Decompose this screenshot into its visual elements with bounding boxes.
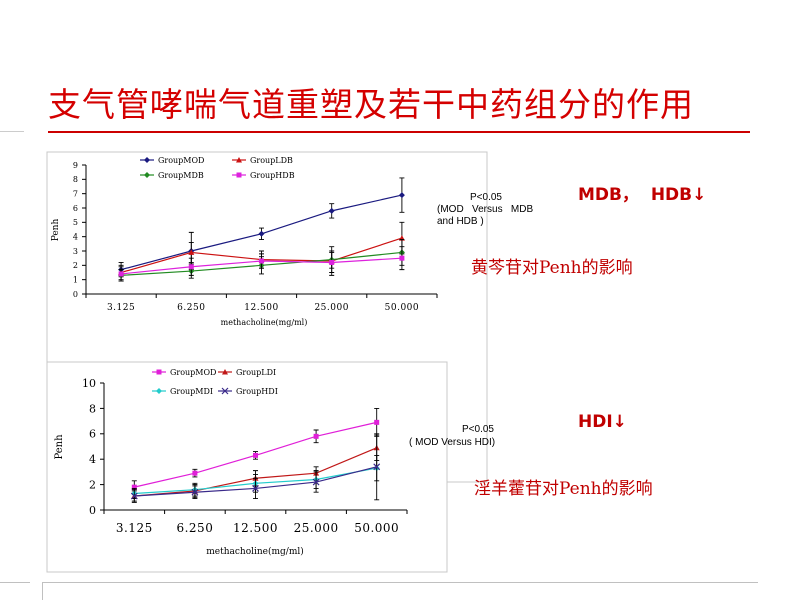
chart2-legend-label: GroupMOD: [170, 368, 216, 377]
chart2-data-point: [373, 463, 381, 471]
footer-rule: [42, 582, 758, 583]
chart1-series-grouphdb: [118, 246, 405, 282]
chart2-legend-swatch-marker: [156, 388, 162, 394]
chart1-legend-label: GroupHDB: [250, 171, 295, 180]
chart2-legend: GroupMOD GroupLDI GroupMDI GroupHDI: [152, 368, 278, 396]
panel2-decrease-tag: HDI↓: [578, 412, 627, 432]
chart2-data-point: [312, 478, 320, 486]
chart2-data-point: [253, 452, 258, 458]
footer-rule-stub: [0, 582, 30, 583]
chart1-data-point: [398, 192, 405, 199]
chart2-data-point: [191, 488, 199, 496]
chart2-y-tick-label: 2: [89, 478, 96, 491]
chart2-legend-item: GroupMOD: [152, 368, 216, 377]
chart1-y-tick-label: 2: [73, 261, 78, 270]
chart1-data-point: [328, 207, 335, 214]
chart1-data-point: [118, 271, 124, 277]
chart1-data-point: [259, 258, 264, 264]
panel2-caption: 淫羊藿苷对Penh的影响: [474, 479, 653, 499]
chart2-data-point: [192, 470, 198, 476]
panel1-caption: 黄芩苷对Penh的影响: [471, 258, 633, 278]
chart2-y-tick-label: 6: [89, 428, 96, 441]
chart1-y-tick-label: 1: [73, 275, 78, 284]
chart1-data-point: [258, 230, 265, 237]
chart2-series-grouphdi: [130, 433, 381, 503]
chart1-y-tick-label: 9: [73, 161, 78, 170]
chart1-x-tick-label: 3.125: [107, 303, 135, 313]
panel1-comparison: (MOD Versus MDB: [437, 204, 534, 215]
chart1-legend-item: GroupMOD: [140, 156, 204, 165]
chart2-x-tick-label: 12.500: [233, 521, 278, 535]
chart1-legend-label: GroupLDB: [250, 156, 293, 165]
chart1-legend-item: GroupHDB: [232, 171, 295, 180]
panel1-decrease-tag: MDB， HDB↓: [578, 185, 707, 205]
chart2-x-tick-label: 25.000: [294, 521, 339, 535]
chart1-x-tick-label: 12.500: [244, 303, 279, 313]
chart1-y-axis-label: Penh: [51, 219, 61, 242]
chart1-legend-swatch-marker: [236, 172, 242, 178]
panel1-comparison-2: and HDB ): [437, 216, 484, 227]
chart1-data-point: [188, 249, 195, 255]
chart2-data-point: [374, 419, 380, 425]
chart2-data-point: [313, 433, 319, 439]
chart1-data-point: [399, 255, 405, 261]
chart1-legend-swatch-marker: [236, 157, 242, 163]
chart2-legend-item: GroupHDI: [218, 387, 278, 396]
chart1-legend-item: GroupMDB: [140, 171, 204, 180]
chart2-x-tick-label: 6.250: [176, 521, 213, 535]
title-underline: [48, 131, 750, 133]
chart1-x-tick-label: 25.000: [314, 303, 349, 313]
chart2-legend-swatch-marker: [221, 387, 229, 395]
chart2-legend-label: GroupHDI: [236, 387, 278, 396]
chart1-y-tick-label: 0: [73, 290, 78, 299]
chart2: 0 2 4 6 8 10 3.125 6.250 12.500 25.000 50.000 metha…: [46, 361, 448, 573]
chart1-x-axis-label: methacholine(mg/ml): [221, 318, 308, 327]
chart2-legend-swatch-marker: [156, 369, 162, 375]
chart2-frame: [46, 361, 448, 573]
title-rule-stub: [0, 131, 24, 132]
chart1-legend: GroupMOD GroupLDB GroupMDB GroupHDB: [140, 156, 295, 180]
chart2-y-tick-label: 0: [89, 504, 96, 517]
chart2-x-axis-label: methacholine(mg/ml): [206, 546, 304, 557]
chart1-y-tick-label: 3: [73, 247, 78, 256]
chart1-y-tick-label: 8: [73, 175, 78, 184]
chart1-y-tick-label: 7: [73, 189, 78, 198]
chart2-y-tick-label: 4: [89, 453, 96, 466]
chart1-y-tick-label: 5: [73, 218, 78, 227]
chart1-data-point: [329, 259, 335, 265]
chart2-data-point: [130, 492, 138, 500]
chart1-legend-label: GroupMOD: [158, 156, 204, 165]
chart2-y-tick-label: 8: [89, 402, 96, 415]
chart2-series-groupmod: [131, 407, 380, 494]
panel2-comparison: ( MOD Versus HDI): [409, 437, 496, 448]
chart1-legend-swatch-marker: [144, 172, 150, 178]
chart2-x-tick-label: 3.125: [116, 521, 153, 535]
chart2-legend-item: GroupLDI: [218, 368, 276, 377]
chart1-data-point: [188, 264, 194, 270]
footer-rule-vertical: [42, 583, 43, 600]
chart1-x-tick-label: 6.250: [177, 303, 205, 313]
chart2-legend-label: GroupMDI: [170, 387, 213, 396]
chart1-legend-swatch-marker: [144, 157, 150, 163]
slide-title: 支气管哮喘气道重塑及若干中药组分的作用: [48, 85, 694, 124]
panel2-p-value: P<0.05: [462, 424, 494, 435]
chart2-legend-label: GroupLDI: [236, 368, 276, 377]
chart2-data-point: [252, 484, 259, 492]
chart2-y-axis-label: Penh: [54, 434, 65, 460]
chart1-legend-item: GroupLDB: [232, 156, 293, 165]
chart2-y-tick-label: 10: [82, 377, 96, 390]
chart1-x-tick-label: 50.000: [385, 303, 420, 313]
chart2-x-tick-label: 50.000: [354, 521, 399, 535]
chart1-y-tick-label: 4: [73, 232, 78, 241]
panel1-p-value: P<0.05: [470, 192, 502, 203]
chart2-legend-swatch-marker: [222, 369, 228, 375]
chart1-y-tick-label: 6: [73, 204, 78, 213]
chart2-data-point: [131, 484, 137, 490]
chart1-legend-label: GroupMDB: [158, 171, 204, 180]
chart2-legend-item: GroupMDI: [152, 387, 213, 396]
